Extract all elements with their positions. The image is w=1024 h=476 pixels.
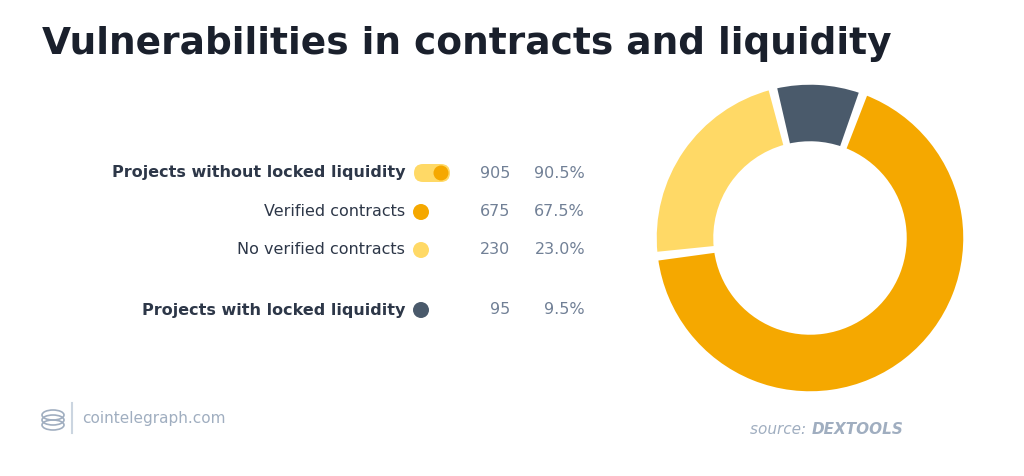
Circle shape [413,302,429,318]
Text: 9.5%: 9.5% [545,303,585,317]
Text: 230: 230 [480,242,510,258]
Text: 90.5%: 90.5% [535,166,585,180]
Text: 95: 95 [489,303,510,317]
Text: 23.0%: 23.0% [535,242,585,258]
Text: Projects with locked liquidity: Projects with locked liquidity [141,303,406,317]
Wedge shape [655,88,785,254]
Circle shape [433,166,449,180]
Text: 675: 675 [479,205,510,219]
Text: Verified contracts: Verified contracts [264,205,406,219]
Circle shape [413,204,429,220]
Wedge shape [656,93,965,393]
Text: No verified contracts: No verified contracts [238,242,406,258]
Text: 905: 905 [479,166,510,180]
Text: Projects without locked liquidity: Projects without locked liquidity [112,166,406,180]
Text: Vulnerabilities in contracts and liquidity: Vulnerabilities in contracts and liquidi… [42,26,892,62]
Text: DEXTOOLS: DEXTOOLS [812,423,904,437]
Text: cointelegraph.com: cointelegraph.com [82,410,225,426]
Circle shape [413,242,429,258]
Text: source:: source: [750,423,811,437]
FancyBboxPatch shape [414,164,450,182]
Text: 67.5%: 67.5% [535,205,585,219]
Wedge shape [775,83,861,149]
